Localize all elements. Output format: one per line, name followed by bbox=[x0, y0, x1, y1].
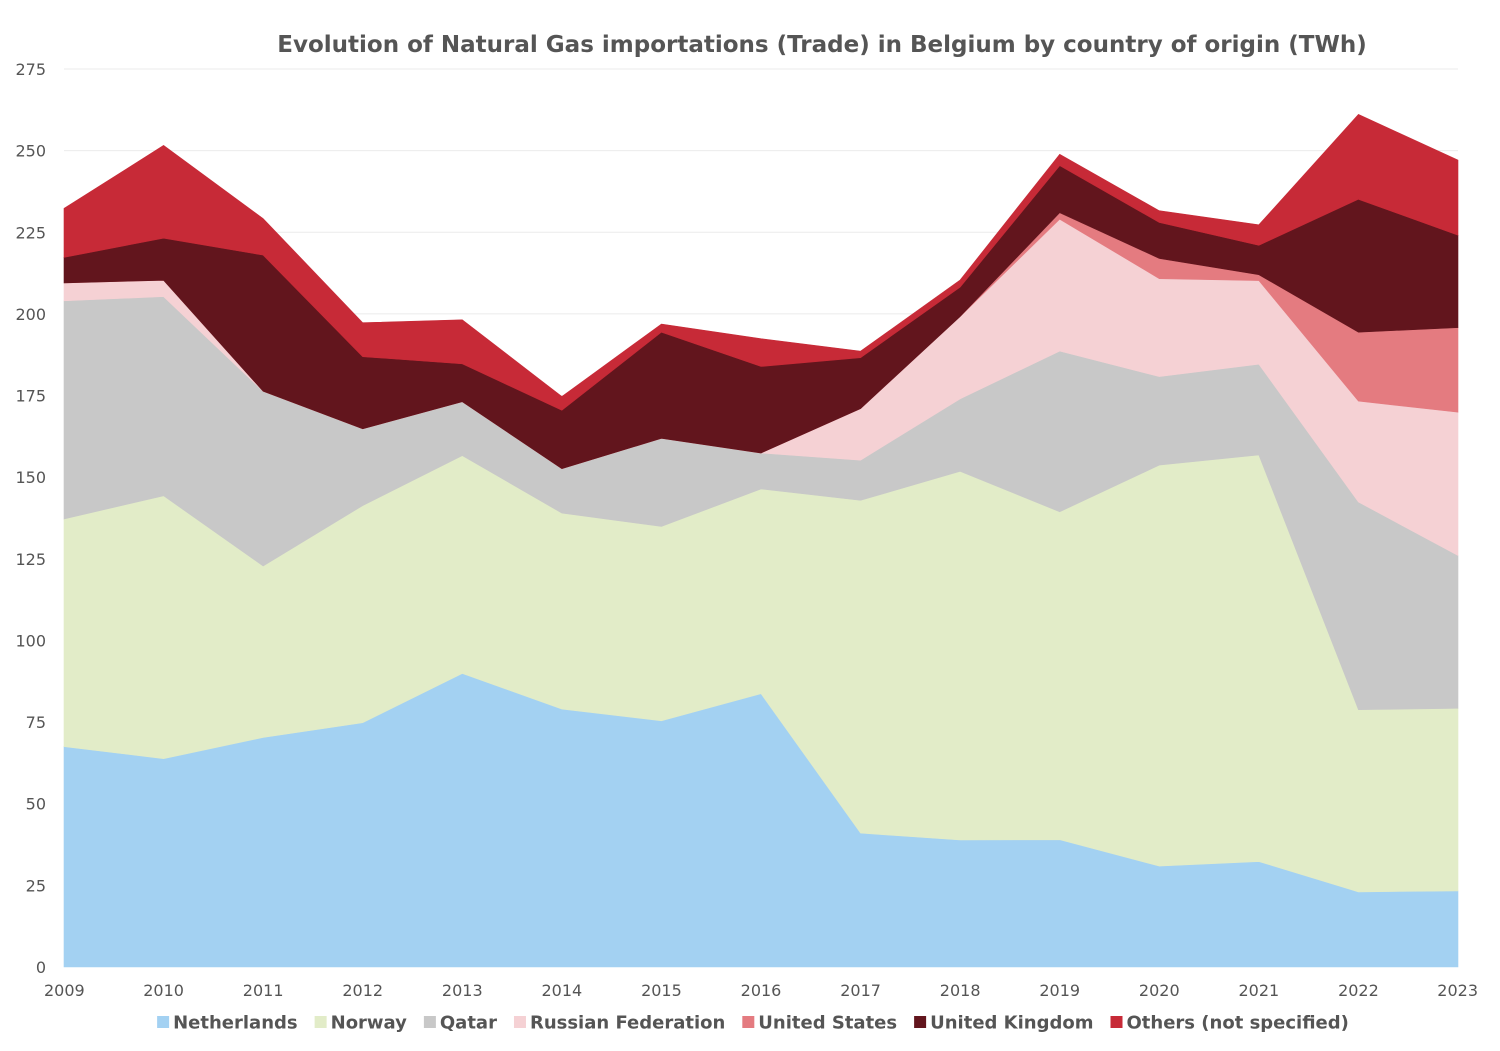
legend-swatch bbox=[513, 1016, 526, 1028]
area-series bbox=[63, 114, 1459, 968]
legend-swatch bbox=[157, 1016, 170, 1028]
legend-item-netherlands[interactable]: Netherlands bbox=[157, 1013, 298, 1034]
area-series-others-not-specified bbox=[63, 114, 1459, 411]
legend-label: Norway bbox=[331, 1013, 408, 1034]
x-tick-label: 2016 bbox=[741, 981, 782, 1000]
x-tick-label: 2010 bbox=[143, 981, 184, 1000]
y-tick-label: 75 bbox=[26, 713, 46, 732]
legend-item-united-states[interactable]: United States bbox=[742, 1013, 897, 1034]
legend-swatch bbox=[742, 1016, 755, 1028]
chart-title: Evolution of Natural Gas importations (T… bbox=[277, 32, 1366, 58]
x-tick-label: 2023 bbox=[1437, 981, 1478, 1000]
legend-item-qatar[interactable]: Qatar bbox=[423, 1013, 497, 1034]
legend: Netherlands Norway Qatar Russian Federation… bbox=[157, 1013, 1349, 1034]
x-tick-label: 2011 bbox=[243, 981, 284, 1000]
x-tick-label: 2019 bbox=[1039, 981, 1080, 1000]
x-tick-label: 2020 bbox=[1139, 981, 1180, 1000]
legend-swatch bbox=[1110, 1016, 1123, 1028]
legend-label: Qatar bbox=[440, 1013, 497, 1034]
x-tick-label: 2013 bbox=[442, 981, 483, 1000]
y-tick-label: 275 bbox=[15, 60, 46, 79]
legend-label: United States bbox=[758, 1013, 897, 1034]
x-tick-label: 2009 bbox=[44, 981, 85, 1000]
x-tick-label: 2018 bbox=[940, 981, 981, 1000]
y-tick-label: 125 bbox=[15, 550, 46, 569]
y-tick-label: 225 bbox=[15, 223, 46, 242]
y-tick-label: 25 bbox=[26, 876, 46, 895]
y-tick-label: 250 bbox=[15, 142, 46, 161]
x-tick-label: 2022 bbox=[1338, 981, 1379, 1000]
legend-label: Netherlands bbox=[173, 1013, 298, 1034]
x-tick-label: 2021 bbox=[1238, 981, 1279, 1000]
legend-item-united-kingdom[interactable]: United Kingdom bbox=[914, 1013, 1094, 1034]
legend-label: Russian Federation bbox=[530, 1013, 725, 1034]
y-tick-label: 0 bbox=[36, 958, 46, 977]
legend-swatch bbox=[914, 1016, 927, 1028]
legend-item-russian-federation[interactable]: Russian Federation bbox=[513, 1013, 725, 1034]
y-axis-ticks: 0 25 50 75 100 125 150 175 200 225 250 275 bbox=[15, 60, 46, 977]
y-tick-label: 150 bbox=[15, 468, 46, 487]
legend-label: United Kingdom bbox=[930, 1013, 1093, 1034]
y-tick-label: 200 bbox=[15, 305, 46, 324]
y-tick-label: 50 bbox=[26, 795, 46, 814]
legend-item-norway[interactable]: Norway bbox=[314, 1013, 408, 1034]
x-tick-label: 2012 bbox=[342, 981, 383, 1000]
y-tick-label: 100 bbox=[15, 631, 46, 650]
x-tick-label: 2017 bbox=[840, 981, 881, 1000]
legend-swatch bbox=[314, 1016, 327, 1028]
y-tick-label: 175 bbox=[15, 387, 46, 406]
legend-swatch bbox=[423, 1016, 436, 1028]
legend-label: Others (not specified) bbox=[1127, 1013, 1349, 1034]
x-axis-ticks: 2009 2010 2011 2012 2013 2014 2015 2016 2017 2018… bbox=[44, 981, 1478, 1000]
x-tick-label: 2015 bbox=[641, 981, 682, 1000]
x-tick-label: 2014 bbox=[541, 981, 582, 1000]
legend-item-others-not-specified[interactable]: Others (not specified) bbox=[1110, 1013, 1349, 1034]
